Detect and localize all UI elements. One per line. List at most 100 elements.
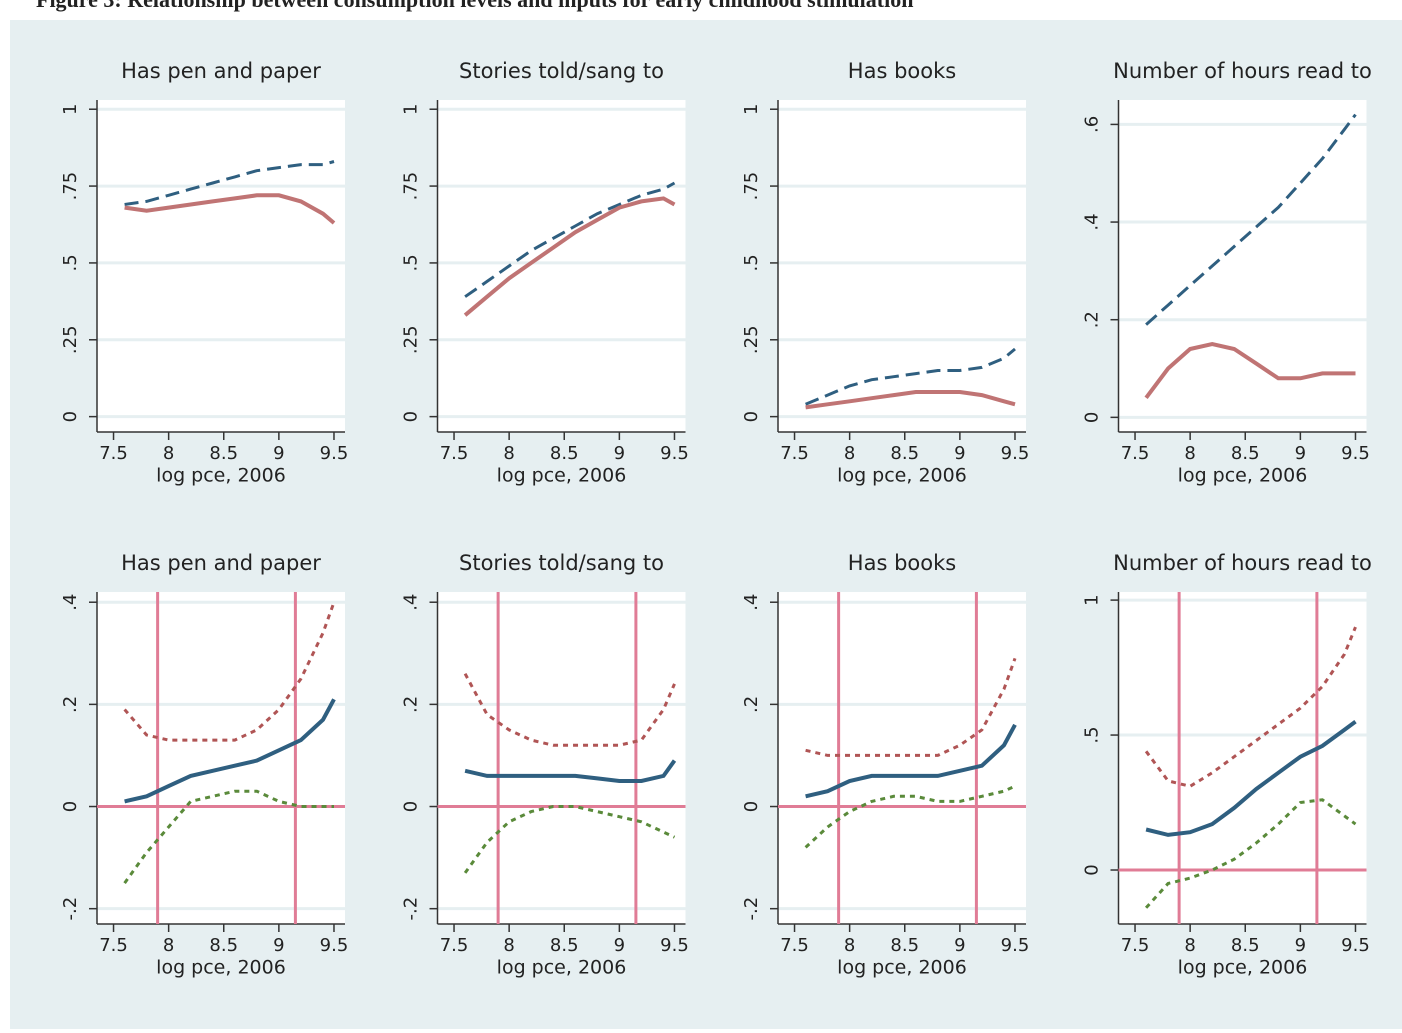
series-line bbox=[805, 390, 1016, 410]
x-tick-label: 9 bbox=[614, 443, 625, 464]
x-tick-label: 9 bbox=[1295, 935, 1306, 956]
x-tick-label: 8.5 bbox=[550, 935, 579, 956]
plot-area bbox=[437, 100, 686, 432]
y-tick-label: .4 bbox=[401, 594, 422, 611]
series-line bbox=[1144, 626, 1357, 788]
plot-area bbox=[1118, 592, 1367, 924]
x-tick-label: 9 bbox=[273, 443, 284, 464]
x-tick-label: 9.5 bbox=[1001, 443, 1030, 464]
series-line bbox=[463, 805, 676, 874]
x-tick-label: 7.5 bbox=[440, 935, 469, 956]
plot-area bbox=[778, 100, 1026, 432]
series-line bbox=[805, 657, 1017, 757]
y-tick-label: 0 bbox=[401, 411, 422, 422]
y-tick-label: 0 bbox=[60, 411, 81, 422]
x-tick-label: 7.5 bbox=[780, 935, 809, 956]
y-tick-label: .6 bbox=[1082, 116, 1103, 133]
x-tick-label: 7.5 bbox=[99, 935, 128, 956]
plot-area bbox=[97, 100, 345, 432]
y-tick-label: -.2 bbox=[401, 897, 422, 921]
series-line bbox=[124, 193, 336, 225]
series-line bbox=[123, 601, 336, 742]
y-tick-label: .25 bbox=[401, 325, 422, 354]
x-tick-label: 8 bbox=[503, 935, 514, 956]
x-tick-label: 9.5 bbox=[320, 935, 349, 956]
y-tick-label: .75 bbox=[60, 172, 81, 201]
series-line bbox=[123, 789, 334, 884]
series-line bbox=[463, 196, 676, 317]
x-tick-label: 9 bbox=[273, 935, 284, 956]
y-tick-label: 0 bbox=[741, 411, 762, 422]
series-line bbox=[124, 698, 336, 804]
y-tick-label: 0 bbox=[401, 801, 422, 812]
panel-title: Has books bbox=[848, 59, 956, 83]
panel-title: Number of hours read to bbox=[1113, 551, 1372, 575]
x-tick-label: 8.5 bbox=[550, 443, 579, 464]
x-axis-label: log pce, 2006 bbox=[837, 465, 967, 487]
y-tick-label: .2 bbox=[60, 696, 81, 713]
x-axis-label: log pce, 2006 bbox=[156, 465, 286, 487]
y-tick-label: .2 bbox=[1082, 311, 1103, 328]
series-line bbox=[464, 759, 677, 783]
y-tick-label: .2 bbox=[741, 696, 762, 713]
x-tick-label: 8 bbox=[844, 443, 855, 464]
x-tick-label: 9.5 bbox=[660, 443, 689, 464]
y-tick-label: .4 bbox=[60, 594, 81, 611]
y-tick-label: 0 bbox=[1082, 412, 1103, 423]
x-tick-label: 8.5 bbox=[1231, 443, 1260, 464]
x-tick-label: 8 bbox=[1184, 935, 1195, 956]
x-tick-label: 9 bbox=[954, 935, 965, 956]
plot-area bbox=[437, 592, 686, 924]
x-tick-label: 7.5 bbox=[1121, 935, 1150, 956]
x-tick-label: 7.5 bbox=[780, 443, 809, 464]
y-tick-label: -.2 bbox=[60, 897, 81, 921]
x-tick-label: 8 bbox=[503, 443, 514, 464]
series-line bbox=[1144, 798, 1357, 909]
x-tick-label: 8 bbox=[163, 443, 174, 464]
x-tick-label: 9.5 bbox=[660, 935, 689, 956]
y-tick-label: .5 bbox=[1082, 726, 1103, 743]
panel-title: Has books bbox=[848, 551, 956, 575]
y-tick-label: .2 bbox=[401, 696, 422, 713]
series-line bbox=[805, 723, 1017, 799]
series-line bbox=[124, 160, 335, 206]
x-axis-label: log pce, 2006 bbox=[497, 465, 627, 487]
x-axis-label: log pce, 2006 bbox=[497, 957, 627, 979]
series-line bbox=[1144, 342, 1356, 400]
y-tick-label: 1 bbox=[401, 103, 422, 114]
x-tick-label: 7.5 bbox=[99, 443, 128, 464]
y-tick-label: .25 bbox=[741, 325, 762, 354]
x-tick-label: 9 bbox=[614, 935, 625, 956]
series-line bbox=[805, 347, 1016, 406]
y-tick-label: .4 bbox=[1082, 213, 1103, 230]
x-tick-label: 9 bbox=[1295, 443, 1306, 464]
x-axis-label: log pce, 2006 bbox=[1178, 465, 1308, 487]
x-tick-label: 8 bbox=[844, 935, 855, 956]
y-tick-label: .4 bbox=[741, 594, 762, 611]
figure-title: Figure 3: Relationship between consumpti… bbox=[36, 0, 913, 12]
x-tick-label: 8.5 bbox=[890, 443, 919, 464]
y-tick-label: 1 bbox=[1082, 594, 1103, 605]
series-line bbox=[463, 672, 676, 747]
x-tick-label: 8 bbox=[163, 935, 174, 956]
y-tick-label: .75 bbox=[401, 172, 422, 201]
panel-title: Number of hours read to bbox=[1113, 59, 1372, 83]
x-tick-label: 8 bbox=[1184, 443, 1195, 464]
x-tick-label: 9.5 bbox=[1341, 443, 1370, 464]
x-tick-label: 8.5 bbox=[890, 935, 919, 956]
y-tick-label: .5 bbox=[401, 254, 422, 271]
plot-area bbox=[778, 592, 1026, 924]
panel-title: Stories told/sang to bbox=[459, 551, 664, 575]
x-tick-label: 9 bbox=[954, 443, 965, 464]
x-axis-label: log pce, 2006 bbox=[1178, 957, 1308, 979]
series-line bbox=[1145, 719, 1357, 837]
y-tick-label: -.2 bbox=[741, 897, 762, 921]
x-tick-label: 9.5 bbox=[320, 443, 349, 464]
series-line bbox=[464, 181, 676, 298]
series-line bbox=[804, 784, 1016, 849]
series-line bbox=[1145, 113, 1357, 326]
y-tick-label: 1 bbox=[741, 103, 762, 114]
x-axis-label: log pce, 2006 bbox=[837, 957, 967, 979]
x-tick-label: 8.5 bbox=[209, 443, 238, 464]
